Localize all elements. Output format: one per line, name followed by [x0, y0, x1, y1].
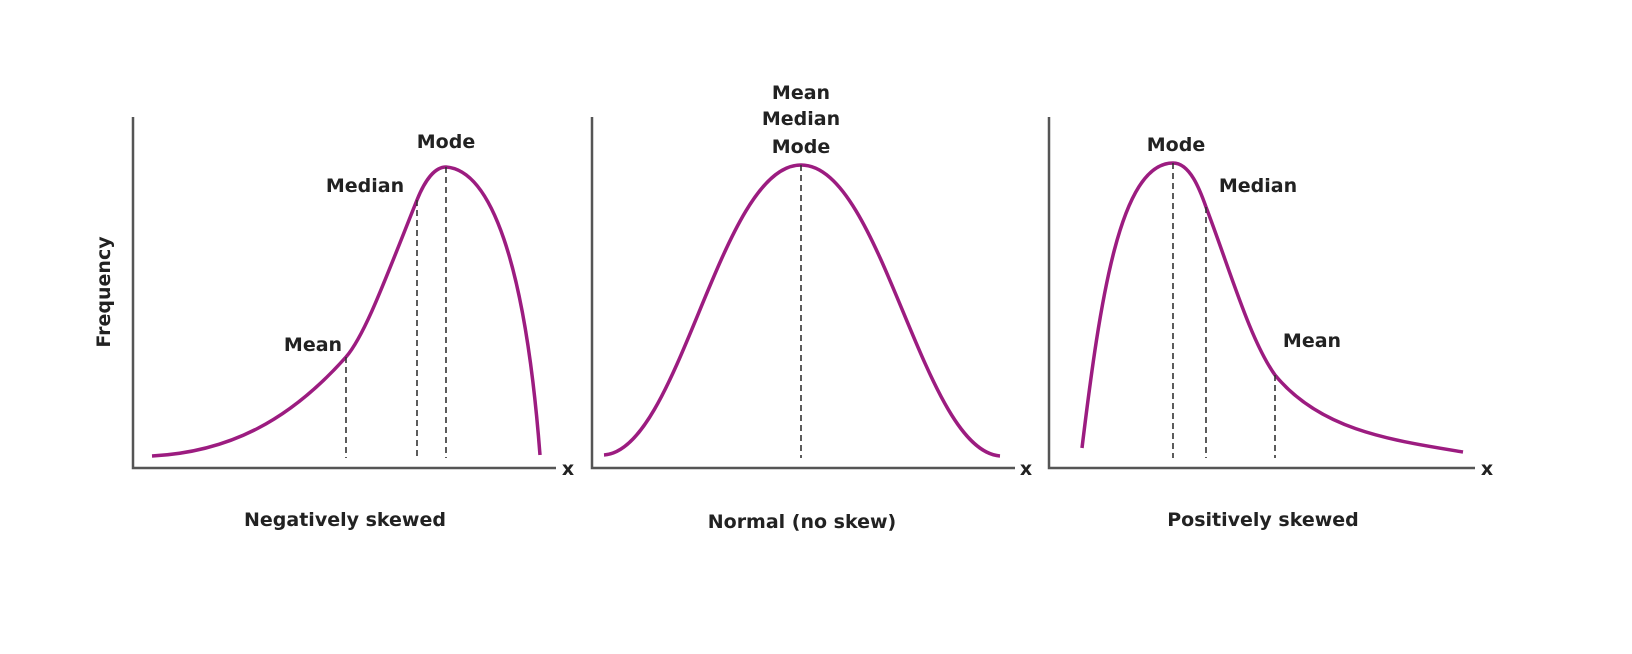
- mean-label: Mean: [1283, 330, 1341, 352]
- y-axis: [590, 117, 1015, 470]
- mode-label: Mode: [417, 131, 475, 153]
- distribution-curve: [151, 165, 542, 458]
- y-axis: [1047, 117, 1475, 470]
- panel-positively-skewed: x Mode Median Mean Positively skewed: [1047, 117, 1493, 531]
- y-axis-label: Frequency: [93, 236, 115, 348]
- median-label: Median: [762, 108, 840, 130]
- panel-normal: x Mean Median Mode Normal (no skew): [590, 82, 1032, 533]
- mean-label: Mean: [772, 82, 830, 104]
- panel-title: Normal (no skew): [708, 511, 897, 533]
- x-axis-symbol: x: [1481, 458, 1493, 480]
- panel-title: Negatively skewed: [244, 509, 446, 531]
- panel-title: Positively skewed: [1167, 509, 1359, 531]
- mean-label: Mean: [284, 334, 342, 356]
- mode-label: Mode: [772, 136, 830, 158]
- mode-label: Mode: [1147, 134, 1205, 156]
- x-axis-symbol: x: [1020, 458, 1032, 480]
- distribution-curve: [1080, 161, 1464, 454]
- y-axis: [131, 117, 556, 470]
- panel-negatively-skewed: x Mode Median Mean Negatively skewed: [131, 117, 574, 531]
- x-axis-symbol: x: [562, 458, 574, 480]
- median-label: Median: [326, 175, 404, 197]
- median-label: Median: [1219, 175, 1297, 197]
- distribution-curve: [603, 163, 1001, 458]
